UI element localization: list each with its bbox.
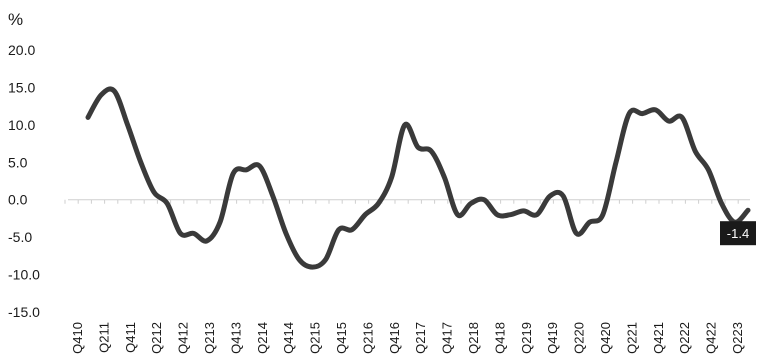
x-tick-label: Q418	[492, 322, 507, 354]
x-tick-label: Q414	[281, 322, 296, 354]
y-axis-ticks: 20.0 15.0 10.0 5.0 0.0 -5.0 -10.0 -15.0	[8, 42, 40, 320]
x-tick-label: Q413	[228, 322, 243, 354]
x-tick-label: Q411	[123, 322, 138, 353]
x-tick-label: Q417	[440, 322, 455, 354]
y-tick-label: 10.0	[8, 117, 35, 133]
x-tick-label: Q214	[255, 322, 270, 354]
x-tick-label: Q220	[572, 322, 587, 354]
y-tick-label: -5.0	[8, 229, 32, 245]
y-tick-label: 20.0	[8, 42, 35, 58]
y-axis-label: %	[8, 10, 23, 29]
zero-axis	[64, 199, 750, 204]
x-tick-label: Q213	[202, 322, 217, 354]
series-group	[85, 86, 751, 270]
x-tick-label: Q212	[149, 322, 164, 354]
end-value-label: -1.4	[720, 221, 756, 246]
x-tick-label: Q421	[651, 322, 666, 354]
y-tick-label: 15.0	[8, 79, 35, 95]
series-line	[85, 86, 751, 270]
x-tick-label: Q219	[519, 322, 534, 354]
x-tick-label: Q223	[730, 322, 745, 354]
y-tick-label: -10.0	[8, 267, 40, 283]
x-tick-label: Q415	[334, 322, 349, 354]
x-tick-label: Q419	[545, 322, 560, 354]
x-tick-label: Q420	[598, 322, 613, 354]
end-label-text: -1.4	[727, 226, 749, 241]
y-tick-label: -15.0	[8, 304, 40, 320]
y-tick-label: 5.0	[8, 154, 28, 170]
x-tick-label: Q211	[96, 322, 111, 353]
end-label-box	[720, 221, 756, 246]
x-tick-label: Q410	[70, 322, 85, 354]
x-tick-label: Q422	[704, 322, 719, 354]
x-tick-label: Q221	[624, 322, 639, 354]
x-tick-label: Q218	[466, 322, 481, 354]
x-tick-label: Q215	[308, 322, 323, 354]
x-tick-label: Q416	[387, 322, 402, 354]
x-tick-label: Q222	[677, 322, 692, 354]
x-tick-label: Q412	[176, 322, 191, 354]
y-tick-label: 0.0	[8, 192, 28, 208]
x-tick-label: Q217	[413, 322, 428, 354]
x-tick-label: Q216	[360, 322, 375, 354]
x-axis-ticks: Q410 Q211 Q411 Q212 Q412 Q213 Q413 Q214 Q414 Q215…	[70, 322, 745, 354]
